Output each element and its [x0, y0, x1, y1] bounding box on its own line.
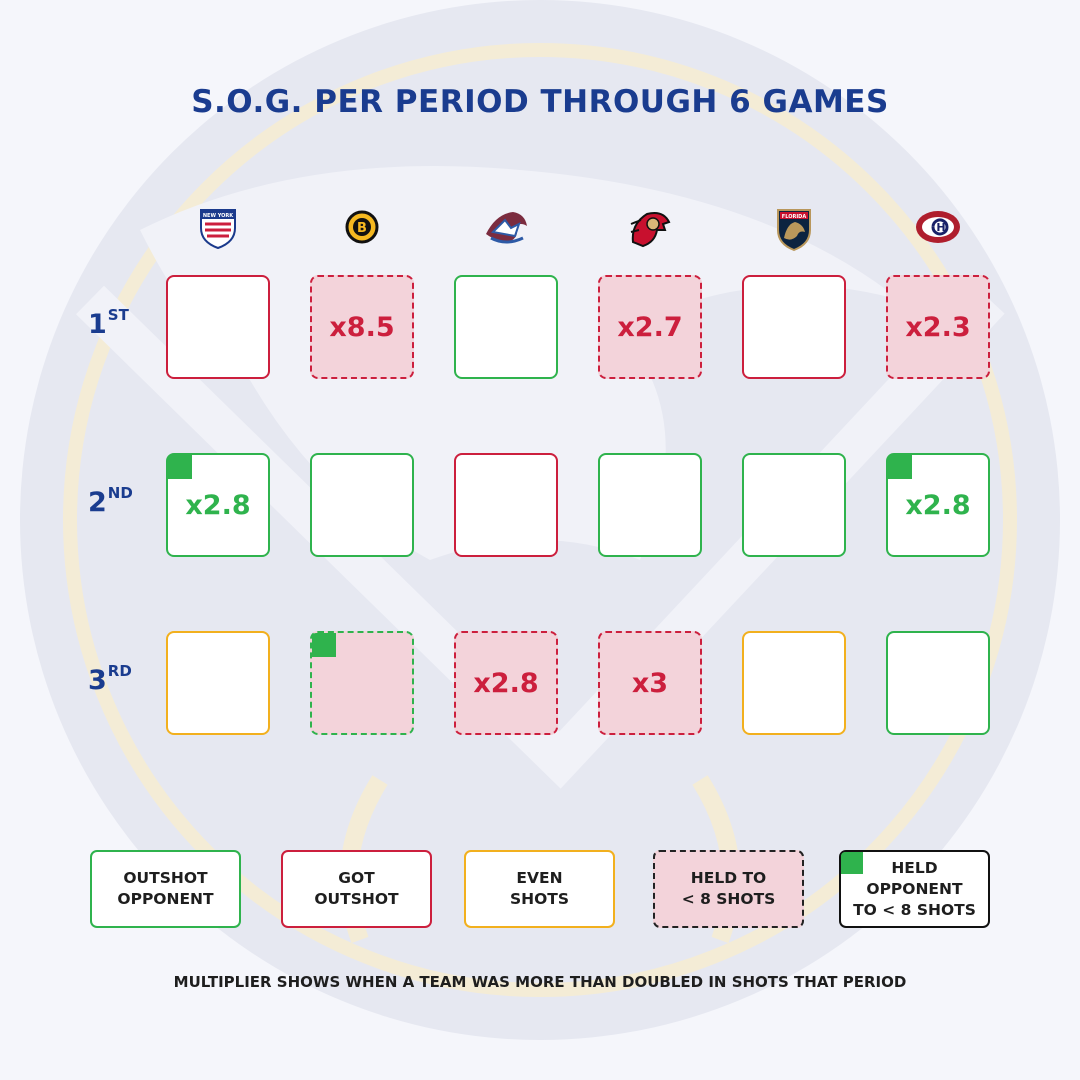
multiplier-label: x2.7: [617, 311, 683, 343]
grid-cell-p1-panthers: [742, 275, 846, 379]
colorado-avalanche-logo-icon: [481, 202, 531, 252]
period-label-1: 1ST: [88, 306, 129, 340]
period-label-2: 2ND: [88, 484, 133, 518]
grid-cell-p1-bruins: x8.5: [310, 275, 414, 379]
legend-item-held: HELD TO < 8 SHOTS: [653, 850, 804, 928]
legend-label: OUTSHOT OPPONENT: [117, 869, 214, 908]
new-york-rangers-logo-icon: NEW YORK: [193, 202, 243, 252]
grid-cell-p3-senators: x3: [598, 631, 702, 735]
grid-cell-p2-senators: [598, 453, 702, 557]
multiplier-label: x2.8: [905, 489, 971, 521]
grid-cell-p2-bruins: [310, 453, 414, 557]
grid-cell-p1-avalanche: [454, 275, 558, 379]
legend-item-held-opp: HELD OPPONENT TO < 8 SHOTS: [839, 850, 990, 928]
svg-text:NEW YORK: NEW YORK: [203, 213, 234, 219]
boston-bruins-logo-icon: B: [337, 202, 387, 252]
multiplier-label: x3: [631, 667, 669, 699]
grid-cell-p3-canadiens: [886, 631, 990, 735]
svg-text:H: H: [936, 221, 945, 234]
svg-text:B: B: [357, 221, 367, 236]
legend-label: EVEN SHOTS: [509, 869, 570, 908]
legend-label: HELD OPPONENT TO < 8 SHOTS: [853, 858, 976, 919]
grid-cell-p3-panthers: [742, 631, 846, 735]
grid-cell-p2-avalanche: [454, 453, 558, 557]
multiplier-label: x2.8: [473, 667, 539, 699]
legend-label: HELD TO < 8 SHOTS: [681, 869, 776, 908]
grid-cell-p2-rangers: x2.8: [166, 453, 270, 557]
grid-cell-p3-rangers: [166, 631, 270, 735]
period-label-3: 3RD: [88, 662, 132, 696]
chart-title: S.O.G. PER PERIOD THROUGH 6 GAMES: [191, 84, 889, 120]
ottawa-senators-logo-icon: [625, 202, 675, 252]
montreal-canadiens-logo-icon: H: [913, 202, 963, 252]
footnote: MULTIPLIER SHOWS WHEN A TEAM WAS MORE TH…: [173, 973, 907, 991]
legend-item-got: GOT OUTSHOT: [281, 850, 432, 928]
grid-cell-p2-canadiens: x2.8: [886, 453, 990, 557]
florida-panthers-logo-icon: FLORIDA: [769, 202, 819, 252]
multiplier-label: x8.5: [329, 311, 395, 343]
legend-label: GOT OUTSHOT: [314, 869, 399, 908]
grid-cell-p1-rangers: [166, 275, 270, 379]
grid-cell-p3-bruins: [310, 631, 414, 735]
legend-item-outshot: OUTSHOT OPPONENT: [90, 850, 241, 928]
held-opponent-marker: [168, 455, 192, 479]
svg-text:FLORIDA: FLORIDA: [782, 214, 807, 220]
grid-cell-p1-senators: x2.7: [598, 275, 702, 379]
held-opponent-marker: [841, 852, 863, 874]
multiplier-label: x2.3: [905, 311, 971, 343]
legend-item-even: EVEN SHOTS: [464, 850, 615, 928]
grid-cell-p2-panthers: [742, 453, 846, 557]
grid-cell-p1-canadiens: x2.3: [886, 275, 990, 379]
grid-cell-p3-avalanche: x2.8: [454, 631, 558, 735]
held-opponent-marker: [888, 455, 912, 479]
held-opponent-marker: [312, 633, 336, 657]
multiplier-label: x2.8: [185, 489, 251, 521]
